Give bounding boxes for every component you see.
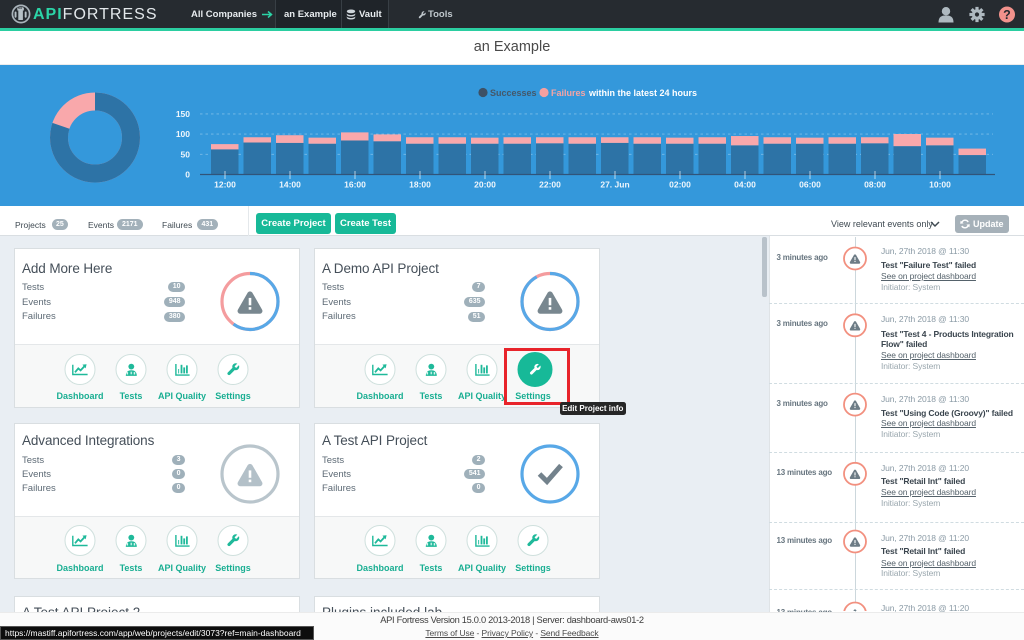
- svg-text:08:00: 08:00: [864, 180, 886, 190]
- svg-text:27. Jun: 27. Jun: [600, 180, 629, 190]
- svg-text:100: 100: [176, 129, 190, 139]
- svg-text:within the latest 24 hours: within the latest 24 hours: [588, 88, 697, 98]
- svg-text:02:00: 02:00: [669, 180, 691, 190]
- svg-text:?: ?: [1003, 8, 1011, 22]
- svg-text:0: 0: [185, 170, 190, 180]
- svg-text:10:00: 10:00: [929, 180, 951, 190]
- svg-text:Successes: Successes: [490, 88, 537, 98]
- svg-text:16:00: 16:00: [344, 180, 366, 190]
- svg-text:50: 50: [181, 149, 191, 159]
- svg-text:150: 150: [176, 109, 190, 119]
- svg-text:20:00: 20:00: [474, 180, 496, 190]
- svg-text:18:00: 18:00: [409, 180, 431, 190]
- svg-text:04:00: 04:00: [734, 180, 756, 190]
- svg-text:22:00: 22:00: [539, 180, 561, 190]
- svg-text:12:00: 12:00: [214, 180, 236, 190]
- svg-text:06:00: 06:00: [799, 180, 821, 190]
- svg-text:Failures: Failures: [551, 88, 586, 98]
- svg-text:14:00: 14:00: [279, 180, 301, 190]
